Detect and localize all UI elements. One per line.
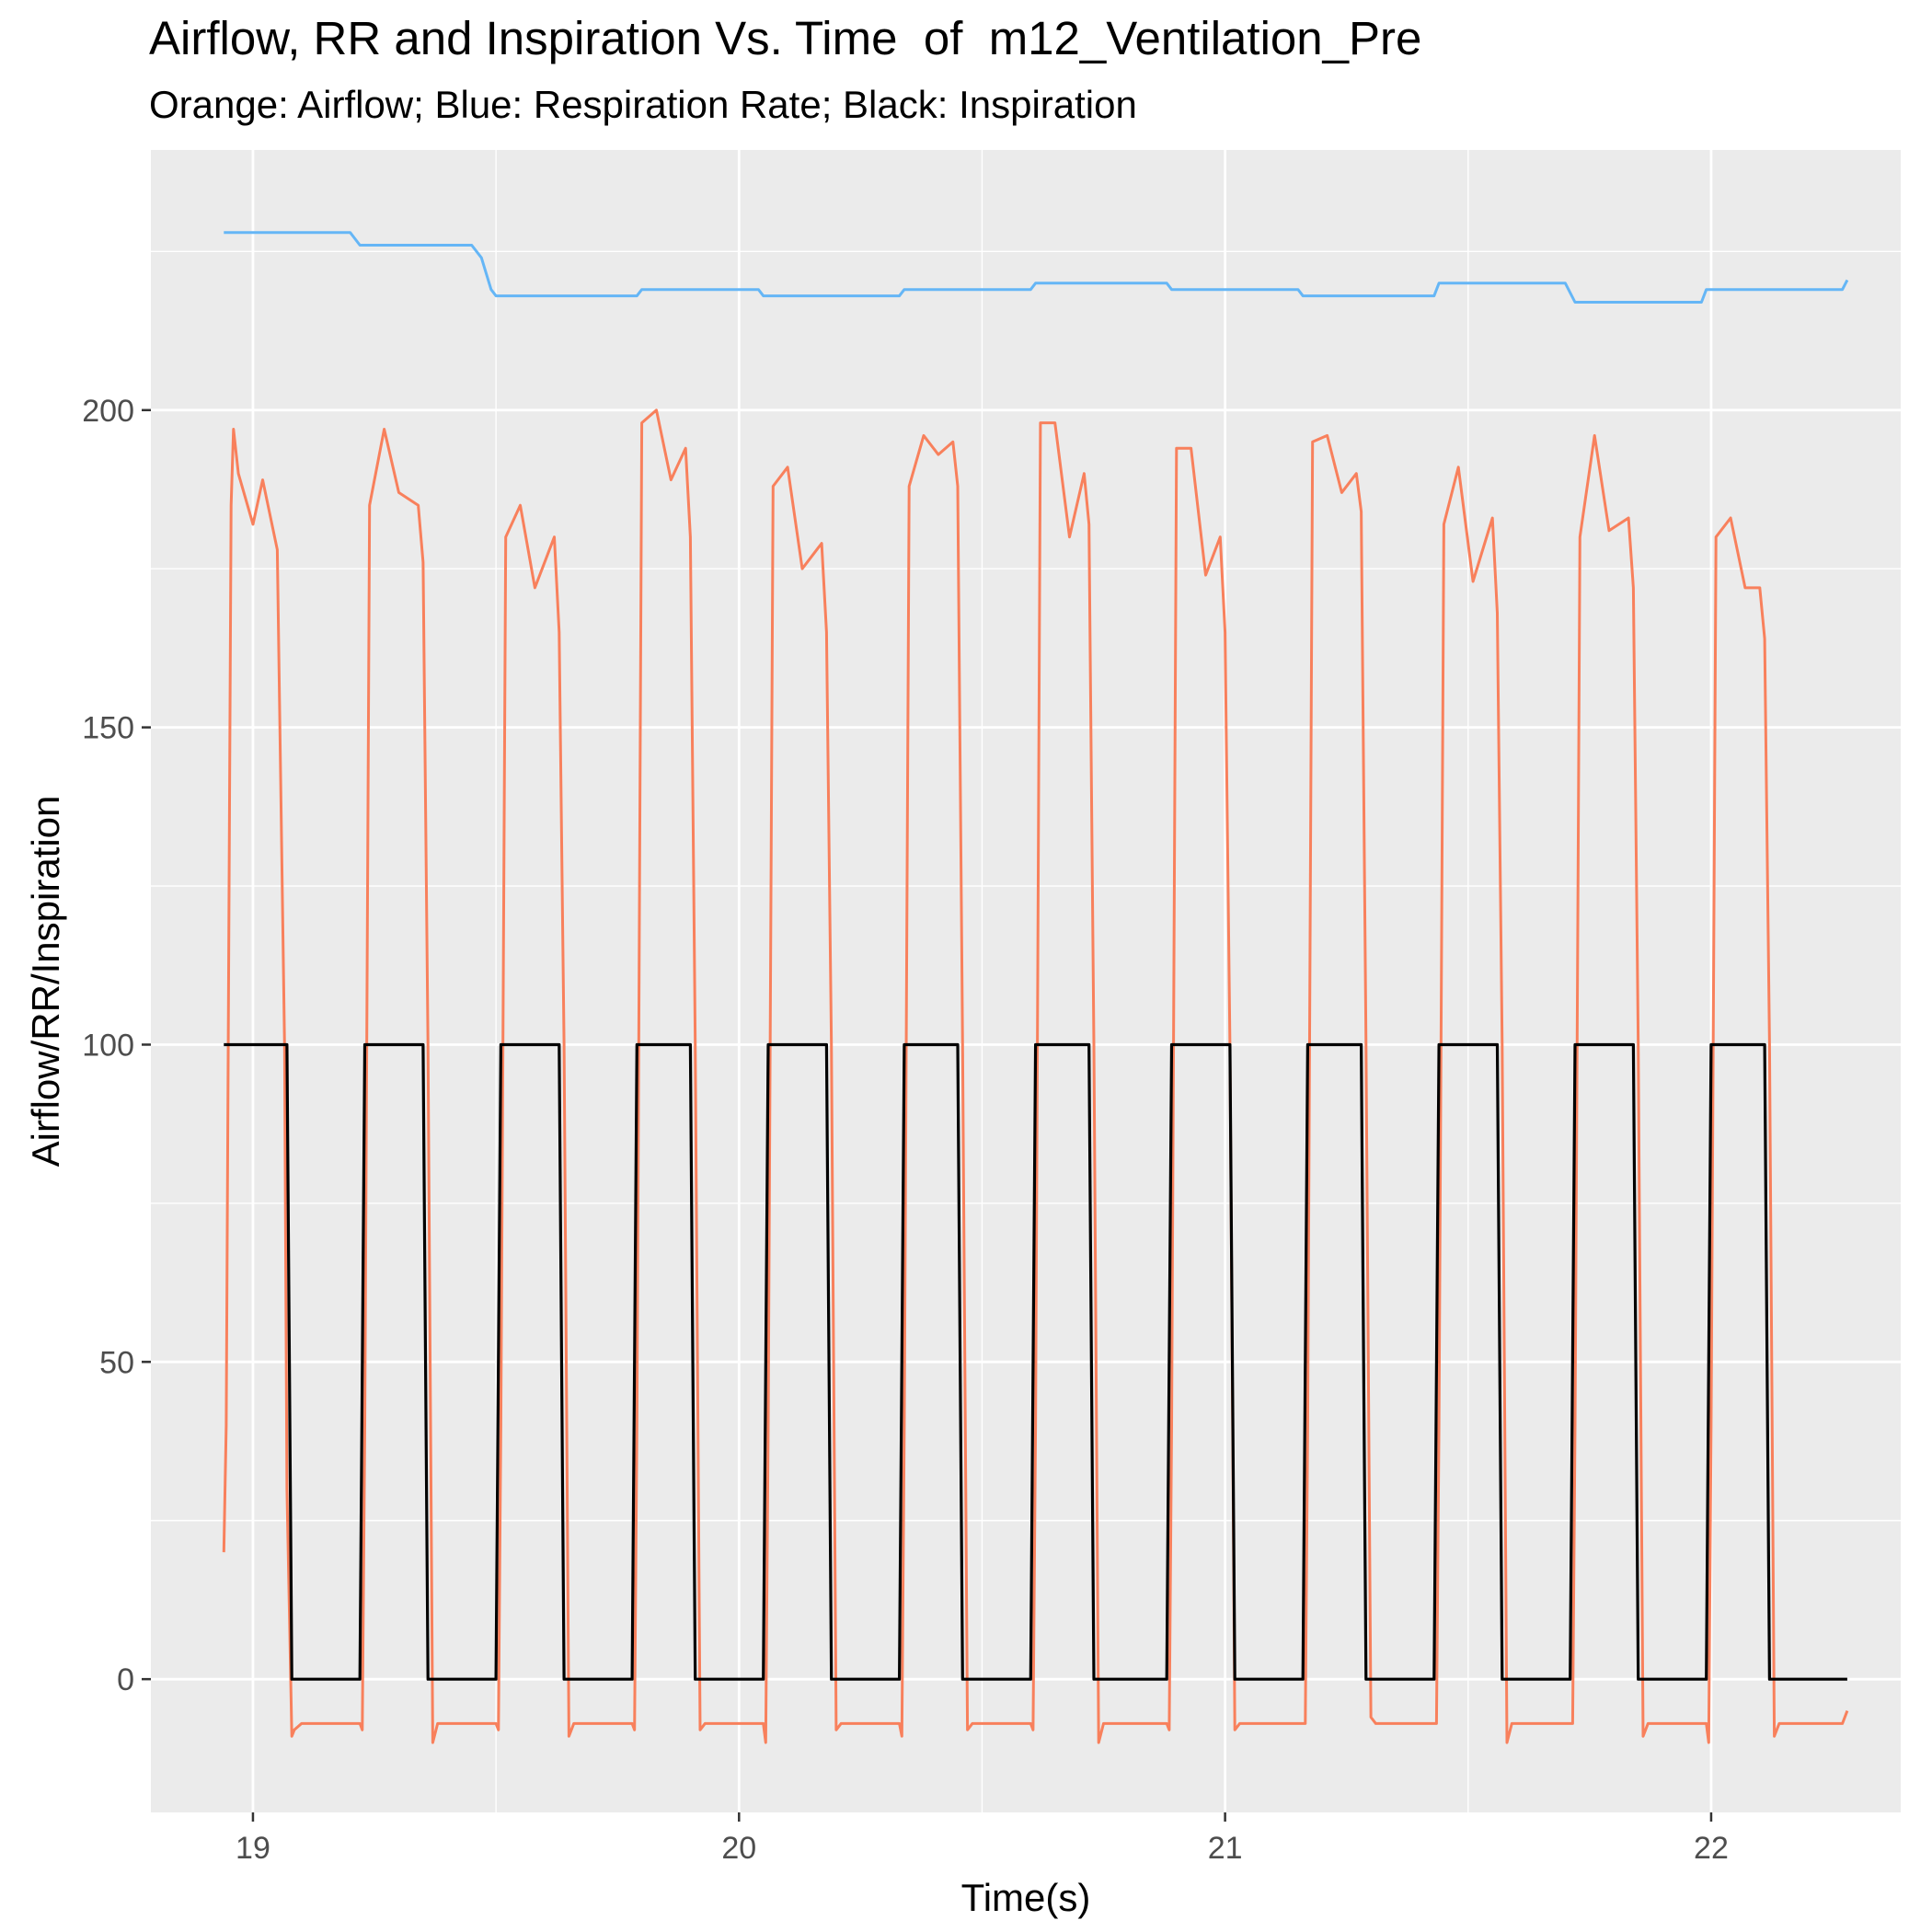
plot-panel: [151, 150, 1901, 1812]
chart-subtitle: Orange: Airflow; Blue: Respiration Rate;…: [149, 83, 1137, 126]
axis-ticks: [142, 408, 1713, 1822]
airflow-line: [222, 408, 1849, 1744]
x-tick-label: 21: [1208, 1831, 1243, 1866]
x-tick-label: 22: [1694, 1831, 1729, 1866]
minor-gridlines: [151, 150, 1901, 1812]
y-tick-label: 100: [82, 1028, 134, 1063]
x-axis-title: Time(s): [961, 1876, 1091, 1919]
y-tick-label: 50: [99, 1345, 134, 1380]
y-tick-label: 150: [82, 711, 134, 746]
tick-labels: 19 20 21 22 0 50 100 150 200: [82, 394, 1729, 1866]
inspiration-line: [224, 1042, 1847, 1681]
y-axis-title: Airflow/RR/Inspiration: [24, 796, 67, 1167]
x-tick-label: 19: [236, 1831, 270, 1866]
chart-title: Airflow, RR and Inspiration Vs. Time of …: [149, 12, 1422, 64]
respiration-rate-line: [224, 231, 1849, 304]
y-tick-label: 0: [117, 1662, 134, 1697]
y-tick-label: 200: [82, 394, 134, 429]
x-tick-label: 20: [721, 1831, 756, 1866]
series-layer: [222, 231, 1849, 1744]
